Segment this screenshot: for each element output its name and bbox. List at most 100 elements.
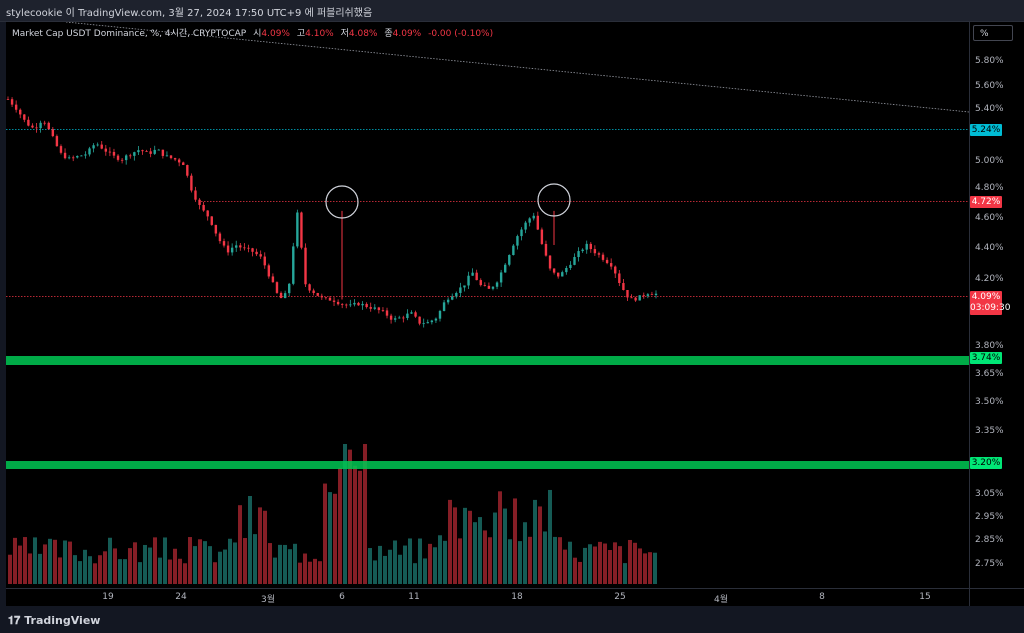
candle-body	[340, 304, 344, 306]
price-tick: 4.80%	[975, 183, 1004, 193]
candle-body	[43, 122, 46, 124]
candle-body	[23, 114, 26, 120]
footer-bar: 𝟏𝟕 TradingView	[0, 606, 1024, 633]
candle-body	[55, 136, 59, 147]
candle-body	[577, 251, 580, 258]
candle-body	[589, 243, 592, 250]
candle-body	[646, 294, 650, 296]
volume-bar	[78, 561, 82, 584]
candle-body	[320, 295, 324, 298]
candle-body	[499, 272, 503, 283]
volume-bar	[578, 561, 582, 584]
price-tick: 5.80%	[975, 56, 1004, 66]
current-price-badge: 4.09% 03:09:30	[970, 291, 1010, 315]
candle-body	[528, 218, 531, 223]
candle-body	[634, 297, 637, 301]
percent-scale-button[interactable]: %	[973, 25, 1013, 41]
volume-bar	[368, 548, 372, 584]
volume-bar	[623, 563, 627, 584]
volume-bar	[108, 537, 112, 584]
tradingview-brand[interactable]: 𝟏𝟕 TradingView	[8, 614, 100, 628]
volume-bar	[583, 547, 587, 584]
volume-bar	[523, 522, 527, 584]
candle-body	[31, 125, 34, 128]
candle-body	[27, 119, 30, 126]
candle-body	[593, 249, 597, 254]
volume-bar	[283, 544, 287, 584]
symbol-legend[interactable]: Market Cap USDT Dominance, %, 4시간, CRYPT…	[12, 26, 493, 39]
symbol-name[interactable]: Market Cap USDT Dominance, %, 4시간, CRYPT…	[12, 29, 247, 39]
volume-bar	[608, 550, 612, 584]
candle-body	[402, 317, 405, 319]
candle-body	[520, 229, 523, 237]
volume-bar	[248, 496, 252, 584]
candle-body	[214, 224, 218, 234]
volume-bar	[473, 522, 477, 584]
price-chart[interactable]	[6, 22, 969, 588]
candle-body	[548, 255, 552, 269]
low-value: 4.08%	[348, 29, 378, 39]
volume-bar	[503, 508, 507, 584]
volume-bar	[518, 541, 522, 584]
candle-body	[84, 154, 87, 156]
volume-bar	[38, 553, 42, 584]
candle-body	[116, 155, 120, 160]
current-price-value: 4.09%	[971, 292, 1001, 302]
candle-body	[251, 248, 254, 252]
volume-bar	[318, 561, 322, 584]
volume-bar	[48, 538, 52, 584]
candle-body	[182, 162, 185, 166]
candle-body	[569, 264, 572, 268]
candle-body	[72, 157, 75, 159]
candle-body	[434, 318, 438, 321]
volume-bar	[58, 557, 62, 584]
volume-bar	[63, 540, 67, 584]
volume-bar	[28, 553, 32, 584]
candle-body	[406, 313, 409, 319]
candle-body	[410, 312, 413, 314]
candle-body	[565, 267, 568, 273]
descending-trendline	[65, 22, 969, 113]
candle-body	[524, 222, 527, 230]
volume-bar	[263, 510, 267, 584]
candle-body	[455, 292, 458, 297]
high-value: 4.10%	[305, 29, 334, 39]
candle-body	[129, 155, 132, 157]
candle-body	[601, 254, 605, 260]
publish-header: stylecookie 이 TradingView.com, 3월 27, 20…	[0, 0, 1024, 22]
open-value: 4.09%	[261, 29, 290, 39]
volume-bar	[183, 563, 187, 584]
candle-body	[654, 293, 658, 296]
volume-bar	[128, 548, 132, 584]
time-axis[interactable]	[6, 588, 969, 607]
volume-bar	[213, 562, 217, 584]
volume-bar	[278, 544, 282, 584]
price-tick: 2.85%	[975, 535, 1004, 545]
candle-body	[430, 320, 434, 323]
volume-bar	[223, 549, 227, 584]
candle-body	[638, 295, 641, 301]
time-label: 11	[408, 592, 420, 602]
candle-body	[218, 233, 222, 242]
price-tick: 5.00%	[975, 156, 1004, 166]
candle-body	[581, 249, 584, 252]
price-tick: 2.75%	[975, 559, 1004, 569]
axis-corner	[969, 588, 1024, 607]
candle-body	[149, 151, 152, 154]
chart-pane[interactable]	[6, 22, 969, 588]
volume-bar	[323, 483, 327, 584]
volume-bar	[308, 561, 312, 584]
candle-body	[544, 243, 548, 256]
candle-body	[145, 151, 148, 152]
candle-body	[104, 148, 108, 152]
volume-bar	[353, 465, 357, 584]
candle-body	[377, 307, 381, 311]
volume-bar	[83, 549, 87, 584]
candle-body	[10, 99, 14, 105]
volume-bar	[8, 554, 12, 584]
candle-body	[80, 155, 83, 157]
volume-bar	[398, 554, 402, 584]
candle-body	[51, 129, 55, 137]
volume-bar	[568, 541, 572, 584]
volume-bar	[68, 541, 72, 584]
